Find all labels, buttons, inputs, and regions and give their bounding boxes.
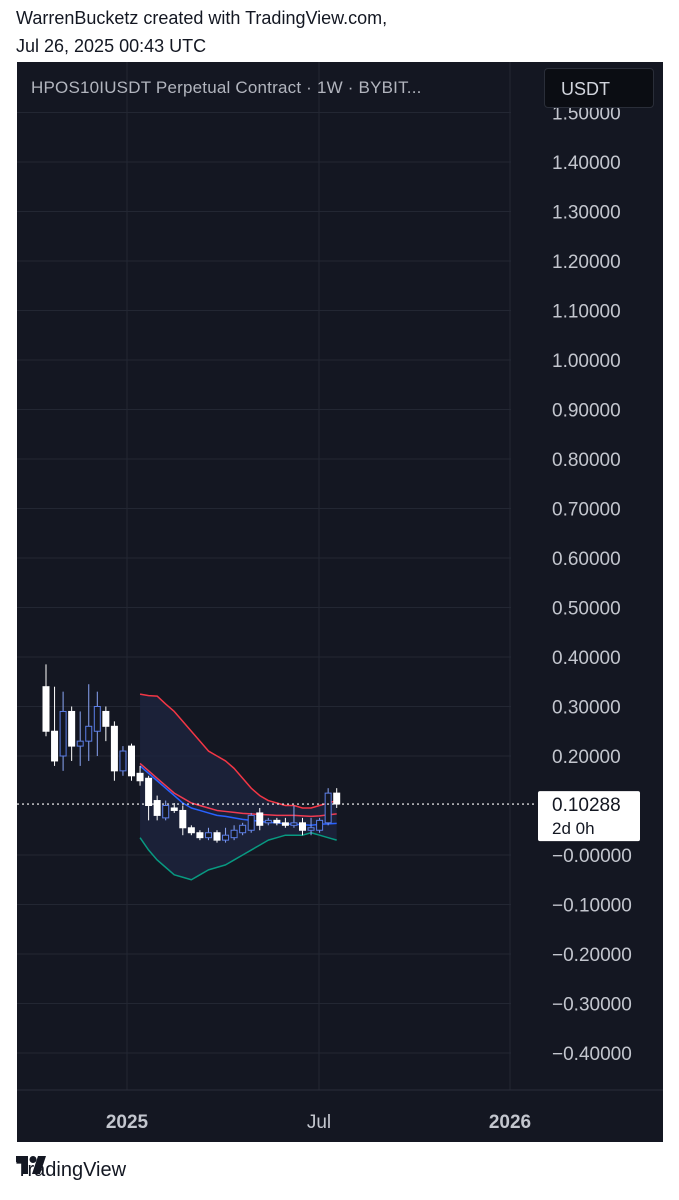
y-tick-label: 0.80000: [552, 450, 621, 471]
y-tick-label: 1.00000: [552, 351, 621, 372]
y-tick-label: 1.50000: [552, 104, 621, 125]
y-tick-label: 0.90000: [552, 401, 621, 422]
candle-body: [324, 792, 332, 824]
candle-body: [59, 710, 67, 757]
current-price-value: 0.10288: [552, 795, 621, 816]
candle-body: [230, 829, 238, 839]
bollinger-band-fill: [140, 694, 337, 880]
candle-body: [256, 812, 264, 826]
chart-title: HPOS10IUSDT Perpetual Contract · 1W · BY…: [31, 78, 422, 97]
candle-body: [76, 740, 84, 747]
candle-body: [247, 814, 255, 831]
candle-body: [93, 706, 101, 732]
y-tick-label: −0.30000: [552, 995, 632, 1016]
y-tick-label: −0.00000: [552, 846, 632, 867]
candle-body: [307, 827, 315, 831]
candle-body: [187, 827, 195, 834]
candle-body: [222, 834, 230, 841]
candle-body: [281, 822, 289, 826]
currency-button[interactable]: USDT: [544, 68, 654, 108]
candle-body: [128, 745, 135, 777]
candle-body: [136, 772, 144, 782]
price-chart[interactable]: 1.50000 1.40000 1.30000 1.20000 1.10000 1.000…: [17, 62, 663, 1142]
footer-brand: TradingView: [16, 1158, 127, 1181]
candle-body: [273, 819, 281, 824]
candle-body: [119, 750, 127, 772]
y-tick-label: 0.70000: [552, 500, 621, 521]
candle-body: [51, 730, 59, 762]
candle-body: [110, 725, 118, 772]
upper-band-line: [139, 693, 337, 809]
bar-countdown: 2d 0h: [552, 819, 595, 838]
y-tick-label: 1.10000: [552, 302, 621, 323]
candle-body: [290, 822, 298, 826]
y-tick-label: 0.50000: [552, 599, 621, 620]
y-tick-label: −0.10000: [552, 896, 632, 917]
lower-band-line: [139, 831, 337, 881]
candle-body: [102, 710, 110, 727]
candle-body: [68, 710, 76, 747]
timestamp: Jul 26, 2025 00:43 UTC: [16, 36, 207, 56]
candle-body: [299, 822, 306, 831]
y-tick-label: 1.20000: [552, 252, 621, 273]
candle-body: [85, 725, 93, 742]
chart-panel[interactable]: 1.50000 1.40000 1.30000 1.20000 1.10000 1.000…: [17, 62, 663, 1142]
y-tick-label: 0.60000: [552, 549, 621, 570]
candle-body: [264, 819, 272, 824]
y-tick-label: −0.40000: [552, 1044, 632, 1065]
candle-body: [179, 809, 187, 829]
candle-body: [316, 819, 324, 831]
y-tick-label: 0.40000: [552, 648, 621, 669]
attribution-line: WarrenBucketz created with TradingView.c…: [16, 8, 388, 28]
candle-body: [145, 777, 153, 807]
x-tick-label: 2026: [489, 1112, 531, 1133]
ema-line: [139, 762, 337, 818]
tradingview-logo-icon: [16, 1156, 46, 1174]
y-tick-label: 1.30000: [552, 203, 621, 224]
x-tick-label: 2025: [106, 1112, 149, 1133]
candle-body: [204, 832, 212, 839]
y-tick-label: −0.20000: [552, 945, 632, 966]
candle-body: [153, 800, 161, 816]
y-tick-label: 0.20000: [552, 747, 621, 768]
candle-body: [239, 824, 247, 834]
price-label-box: [538, 791, 640, 842]
candle-body: [162, 805, 170, 819]
candle-body: [213, 832, 221, 841]
y-tick-label: 0.30000: [552, 698, 621, 719]
x-tick-label: Jul: [307, 1112, 331, 1133]
tradingview-footer: TradingView: [16, 1156, 126, 1184]
candle-body: [42, 686, 50, 732]
candle-body: [196, 832, 204, 839]
candle-body: [170, 807, 178, 811]
y-tick-label: 1.40000: [552, 153, 621, 174]
candle-body: [333, 792, 341, 805]
attribution-header: WarrenBucketz created with TradingView.c…: [16, 4, 387, 60]
